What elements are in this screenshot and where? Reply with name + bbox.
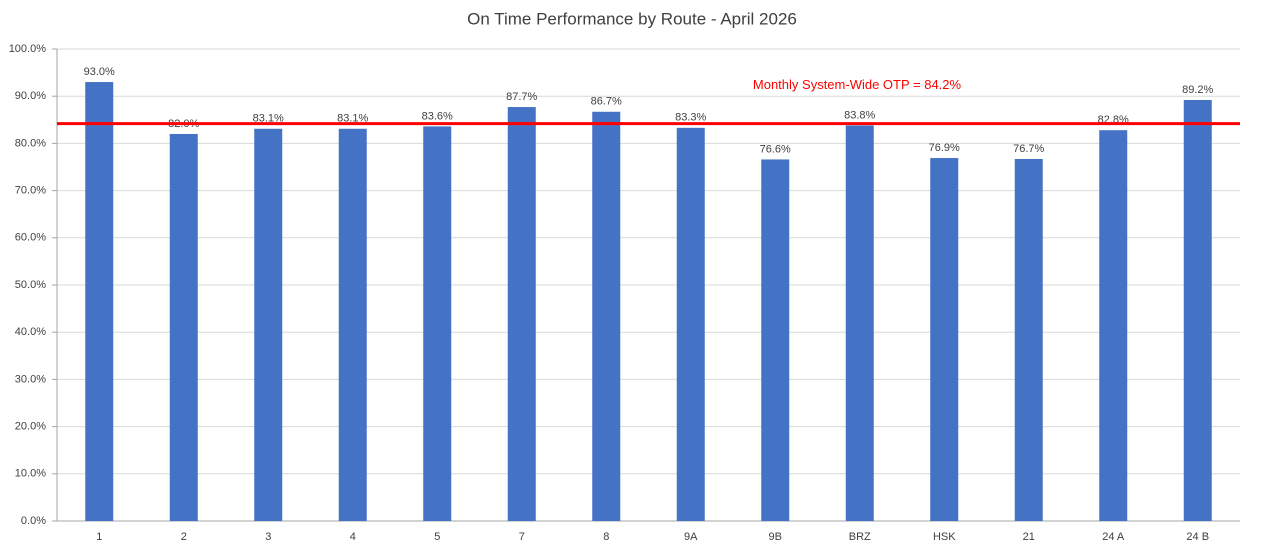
x-tick-label: 7 [519,531,525,543]
value-label: 89.2% [1182,84,1213,96]
bar [169,133,198,521]
x-tick-label: 24 A [1102,531,1125,543]
y-tick-label: 70.0% [15,185,46,197]
x-tick-label: 5 [434,531,440,543]
value-label: 87.7% [506,91,537,103]
y-tick-label: 10.0% [15,468,46,480]
value-label: 93.0% [84,66,115,78]
x-tick-label: 9A [684,531,698,543]
reference-label: Monthly System-Wide OTP = 84.2% [753,77,962,92]
bar [676,127,705,521]
y-tick-label: 60.0% [15,232,46,244]
bar [930,158,959,522]
x-tick-label: 4 [350,531,356,543]
value-label: 76.7% [1013,143,1044,155]
y-tick-label: 20.0% [15,421,46,433]
y-tick-label: 80.0% [15,137,46,149]
bar [254,128,283,521]
x-tick-label: 24 B [1186,531,1209,543]
bar [845,125,874,522]
x-tick-label: 9B [769,531,782,543]
bar [1183,99,1212,521]
value-label: 83.3% [675,112,706,124]
x-tick-label: 8 [603,531,609,543]
x-tick-label: HSK [933,531,956,543]
y-tick-label: 30.0% [15,373,46,385]
value-label: 83.8% [844,109,875,121]
x-tick-label: 21 [1023,531,1035,543]
value-label: 76.6% [760,143,791,155]
y-tick-label: 100.0% [9,43,47,55]
bar [592,111,621,521]
bar [423,126,452,522]
value-label: 83.1% [253,113,284,125]
bar [761,159,790,521]
value-label: 86.7% [591,96,622,108]
x-tick-label: 1 [96,531,102,543]
bar [1014,158,1043,521]
value-label: 83.1% [337,113,368,125]
bar [85,82,114,521]
value-label: 76.9% [929,142,960,154]
chart-title: On Time Performance by Route - April 202… [467,9,797,28]
y-tick-label: 0.0% [21,515,46,527]
y-tick-label: 50.0% [15,279,46,291]
x-tick-label: 3 [265,531,271,543]
bar [507,107,536,521]
value-label: 83.6% [422,110,453,122]
bar [1099,130,1128,521]
x-tick-label: 2 [181,531,187,543]
x-tick-label: BRZ [849,531,871,543]
bar [338,128,367,521]
y-tick-label: 90.0% [15,90,46,102]
y-tick-label: 40.0% [15,326,46,338]
